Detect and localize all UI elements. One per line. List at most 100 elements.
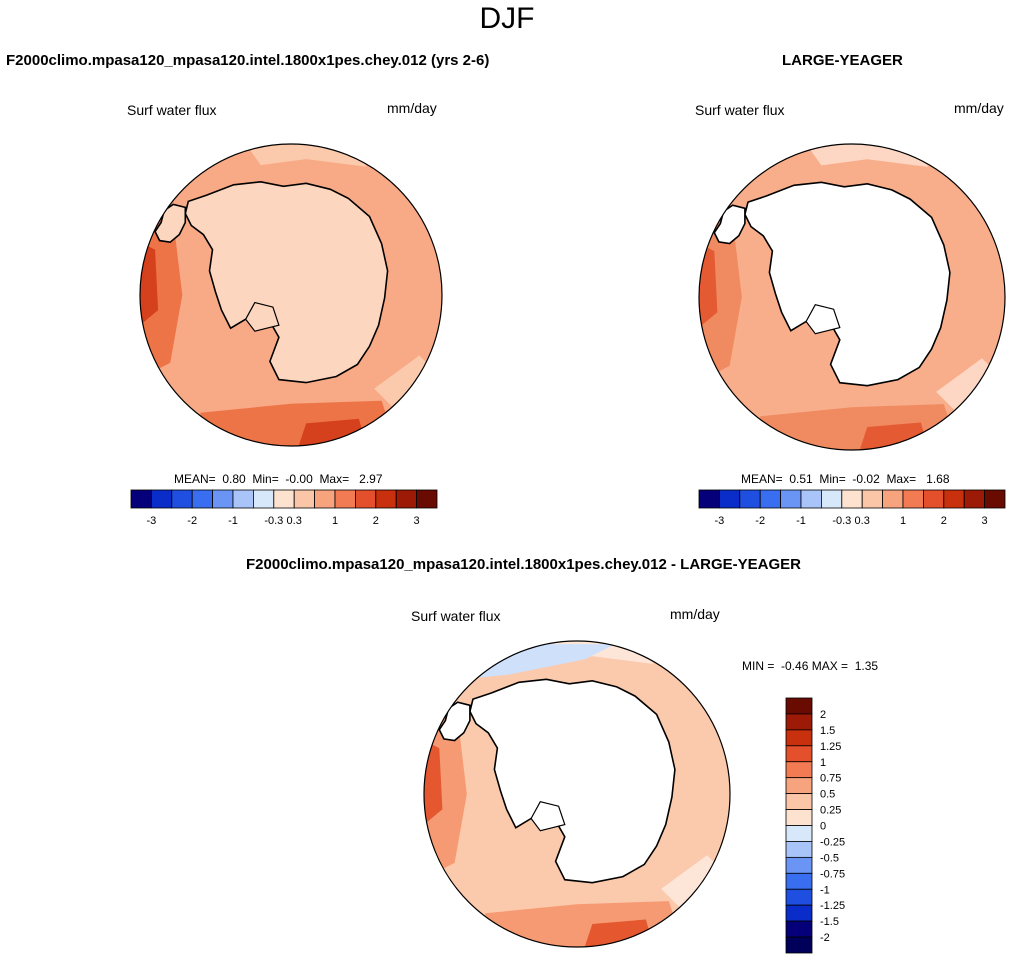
panel2-mean-value: 0.51 [789, 472, 813, 486]
colorbar-tick-label: 2 [941, 515, 947, 527]
field-contour-region [424, 740, 443, 825]
colorbar-box [785, 793, 813, 810]
colorbar-tick-label: -1 [796, 515, 806, 527]
colorbar-box [785, 697, 813, 715]
field-contour-region [699, 243, 718, 328]
colorbar-tick-label: 1 [332, 515, 338, 527]
panel1-variable-label: Surf water flux [127, 102, 217, 118]
colorbar-box [212, 489, 234, 509]
colorbar-tick-label: 3 [982, 515, 988, 527]
panel2-max-label: Max= [886, 472, 917, 486]
panel2-variable-label: Surf water flux [695, 102, 785, 118]
panel3-title: F2000climo.mpasa120_mpasa120.intel.1800x… [246, 556, 802, 573]
colorbar-box [861, 489, 883, 509]
colorbar-tick-label: -0.3 [264, 515, 283, 527]
colorbar-box [785, 745, 813, 763]
colorbar-box [785, 729, 813, 747]
colorbar-box [785, 920, 813, 938]
colorbar-tick-label: 2 [820, 709, 826, 721]
colorbar-box [150, 489, 173, 509]
colorbar-tick-label: 0.75 [820, 773, 841, 785]
colorbar-box [314, 489, 336, 509]
colorbar-box [334, 489, 356, 509]
panel3-units-label: mm/day [670, 606, 720, 622]
panel3-min-value: -0.46 [781, 659, 809, 673]
panel1-stats: MEAN= 0.80 Min= -0.00 Max= 2.97 [174, 472, 383, 486]
colorbar-tick-label: -1 [228, 515, 238, 527]
colorbar-tick-label: 1 [820, 757, 826, 769]
colorbar-box [943, 489, 965, 509]
colorbar-tick-label: 0.5 [820, 789, 835, 801]
colorbar-box [785, 761, 813, 779]
panel1-max-label: Max= [319, 472, 350, 486]
colorbar-box [191, 489, 214, 509]
antarctic-peninsula [438, 701, 471, 742]
colorbar-box [785, 936, 813, 954]
colorbar-tick-label: 1.5 [820, 725, 835, 737]
colorbar-box [759, 489, 782, 509]
map-boundary [698, 143, 1006, 451]
panel2-mean-label: MEAN= [741, 472, 783, 486]
panel2-stats: MEAN= 0.51 Min= -0.02 Max= 1.68 [741, 472, 950, 486]
colorbar-box [253, 489, 275, 509]
panel1-polar-map [139, 143, 443, 447]
panel2-colorbar: -3 -2 -1 -0.3 0.3 1 2 3 [698, 489, 1006, 527]
colorbar-box [375, 489, 397, 509]
colorbar-tick-label: -1 [820, 884, 830, 896]
panel2-min-value: -0.02 [852, 472, 880, 486]
map-boundary [423, 640, 731, 948]
colorbar-box [963, 489, 986, 509]
panel1-max-value: 2.97 [359, 472, 383, 486]
panel2-title: LARGE-YEAGER [782, 52, 903, 69]
colorbar-box [395, 489, 418, 509]
colorbar-tick-label: -3 [715, 515, 725, 527]
panel1-min-value: -0.00 [285, 472, 313, 486]
map-boundary [139, 143, 443, 447]
colorbar-box [293, 489, 315, 509]
colorbar-box [785, 777, 813, 795]
colorbar-tick-label: -2 [187, 515, 197, 527]
colorbar-box [698, 489, 720, 509]
colorbar-tick-label: -1.25 [820, 900, 845, 912]
colorbar-tick-label: -1.5 [820, 916, 839, 928]
panel3-min-label: MIN = [742, 659, 775, 673]
colorbar-tick-label: 2 [373, 515, 379, 527]
colorbar-box [785, 856, 813, 874]
antarctica-coastline [744, 181, 951, 387]
colorbar-tick-label: 0 [820, 821, 826, 833]
colorbar-tick-label: -0.3 [832, 515, 851, 527]
colorbar-box [785, 713, 813, 731]
colorbar-box [739, 489, 761, 509]
ross-ice-shelf [244, 301, 280, 332]
colorbar-box [785, 888, 813, 906]
panel1-mean-value: 0.80 [222, 472, 246, 486]
panel2-min-label: Min= [819, 472, 846, 486]
colorbar-box [785, 841, 813, 858]
colorbar-box [882, 489, 904, 509]
colorbar-box [821, 489, 843, 509]
ross-ice-shelf [805, 304, 841, 335]
colorbar-box [416, 489, 438, 509]
antarctica-coastline [184, 180, 389, 384]
panel3-max-label: MAX = [811, 659, 849, 673]
colorbar-box [232, 489, 254, 509]
colorbar-box [785, 904, 813, 922]
colorbar-tick-label: 0.25 [820, 805, 841, 817]
colorbar-box [841, 489, 863, 509]
colorbar-tick-label: -3 [147, 515, 157, 527]
panel1-min-label: Min= [252, 472, 279, 486]
colorbar-tick-label: -2 [820, 932, 830, 944]
panel2-units-label: mm/day [954, 100, 1004, 116]
panel2-max-value: 1.68 [926, 472, 950, 486]
panel1-units-label: mm/day [387, 100, 437, 116]
colorbar-box [922, 489, 945, 509]
panel1-colorbar: -3 -2 -1 -0.3 0.3 1 2 3 [130, 489, 438, 527]
panel3-polar-map [423, 640, 731, 948]
colorbar-tick-label: 1.25 [820, 741, 841, 753]
colorbar-box [718, 489, 741, 509]
colorbar-box [785, 809, 813, 826]
panel1-title: F2000climo.mpasa120_mpasa120.intel.1800x… [6, 52, 490, 69]
colorbar-tick-label: -0.5 [820, 852, 839, 864]
ross-ice-shelf [530, 801, 566, 832]
colorbar-box [171, 489, 193, 509]
